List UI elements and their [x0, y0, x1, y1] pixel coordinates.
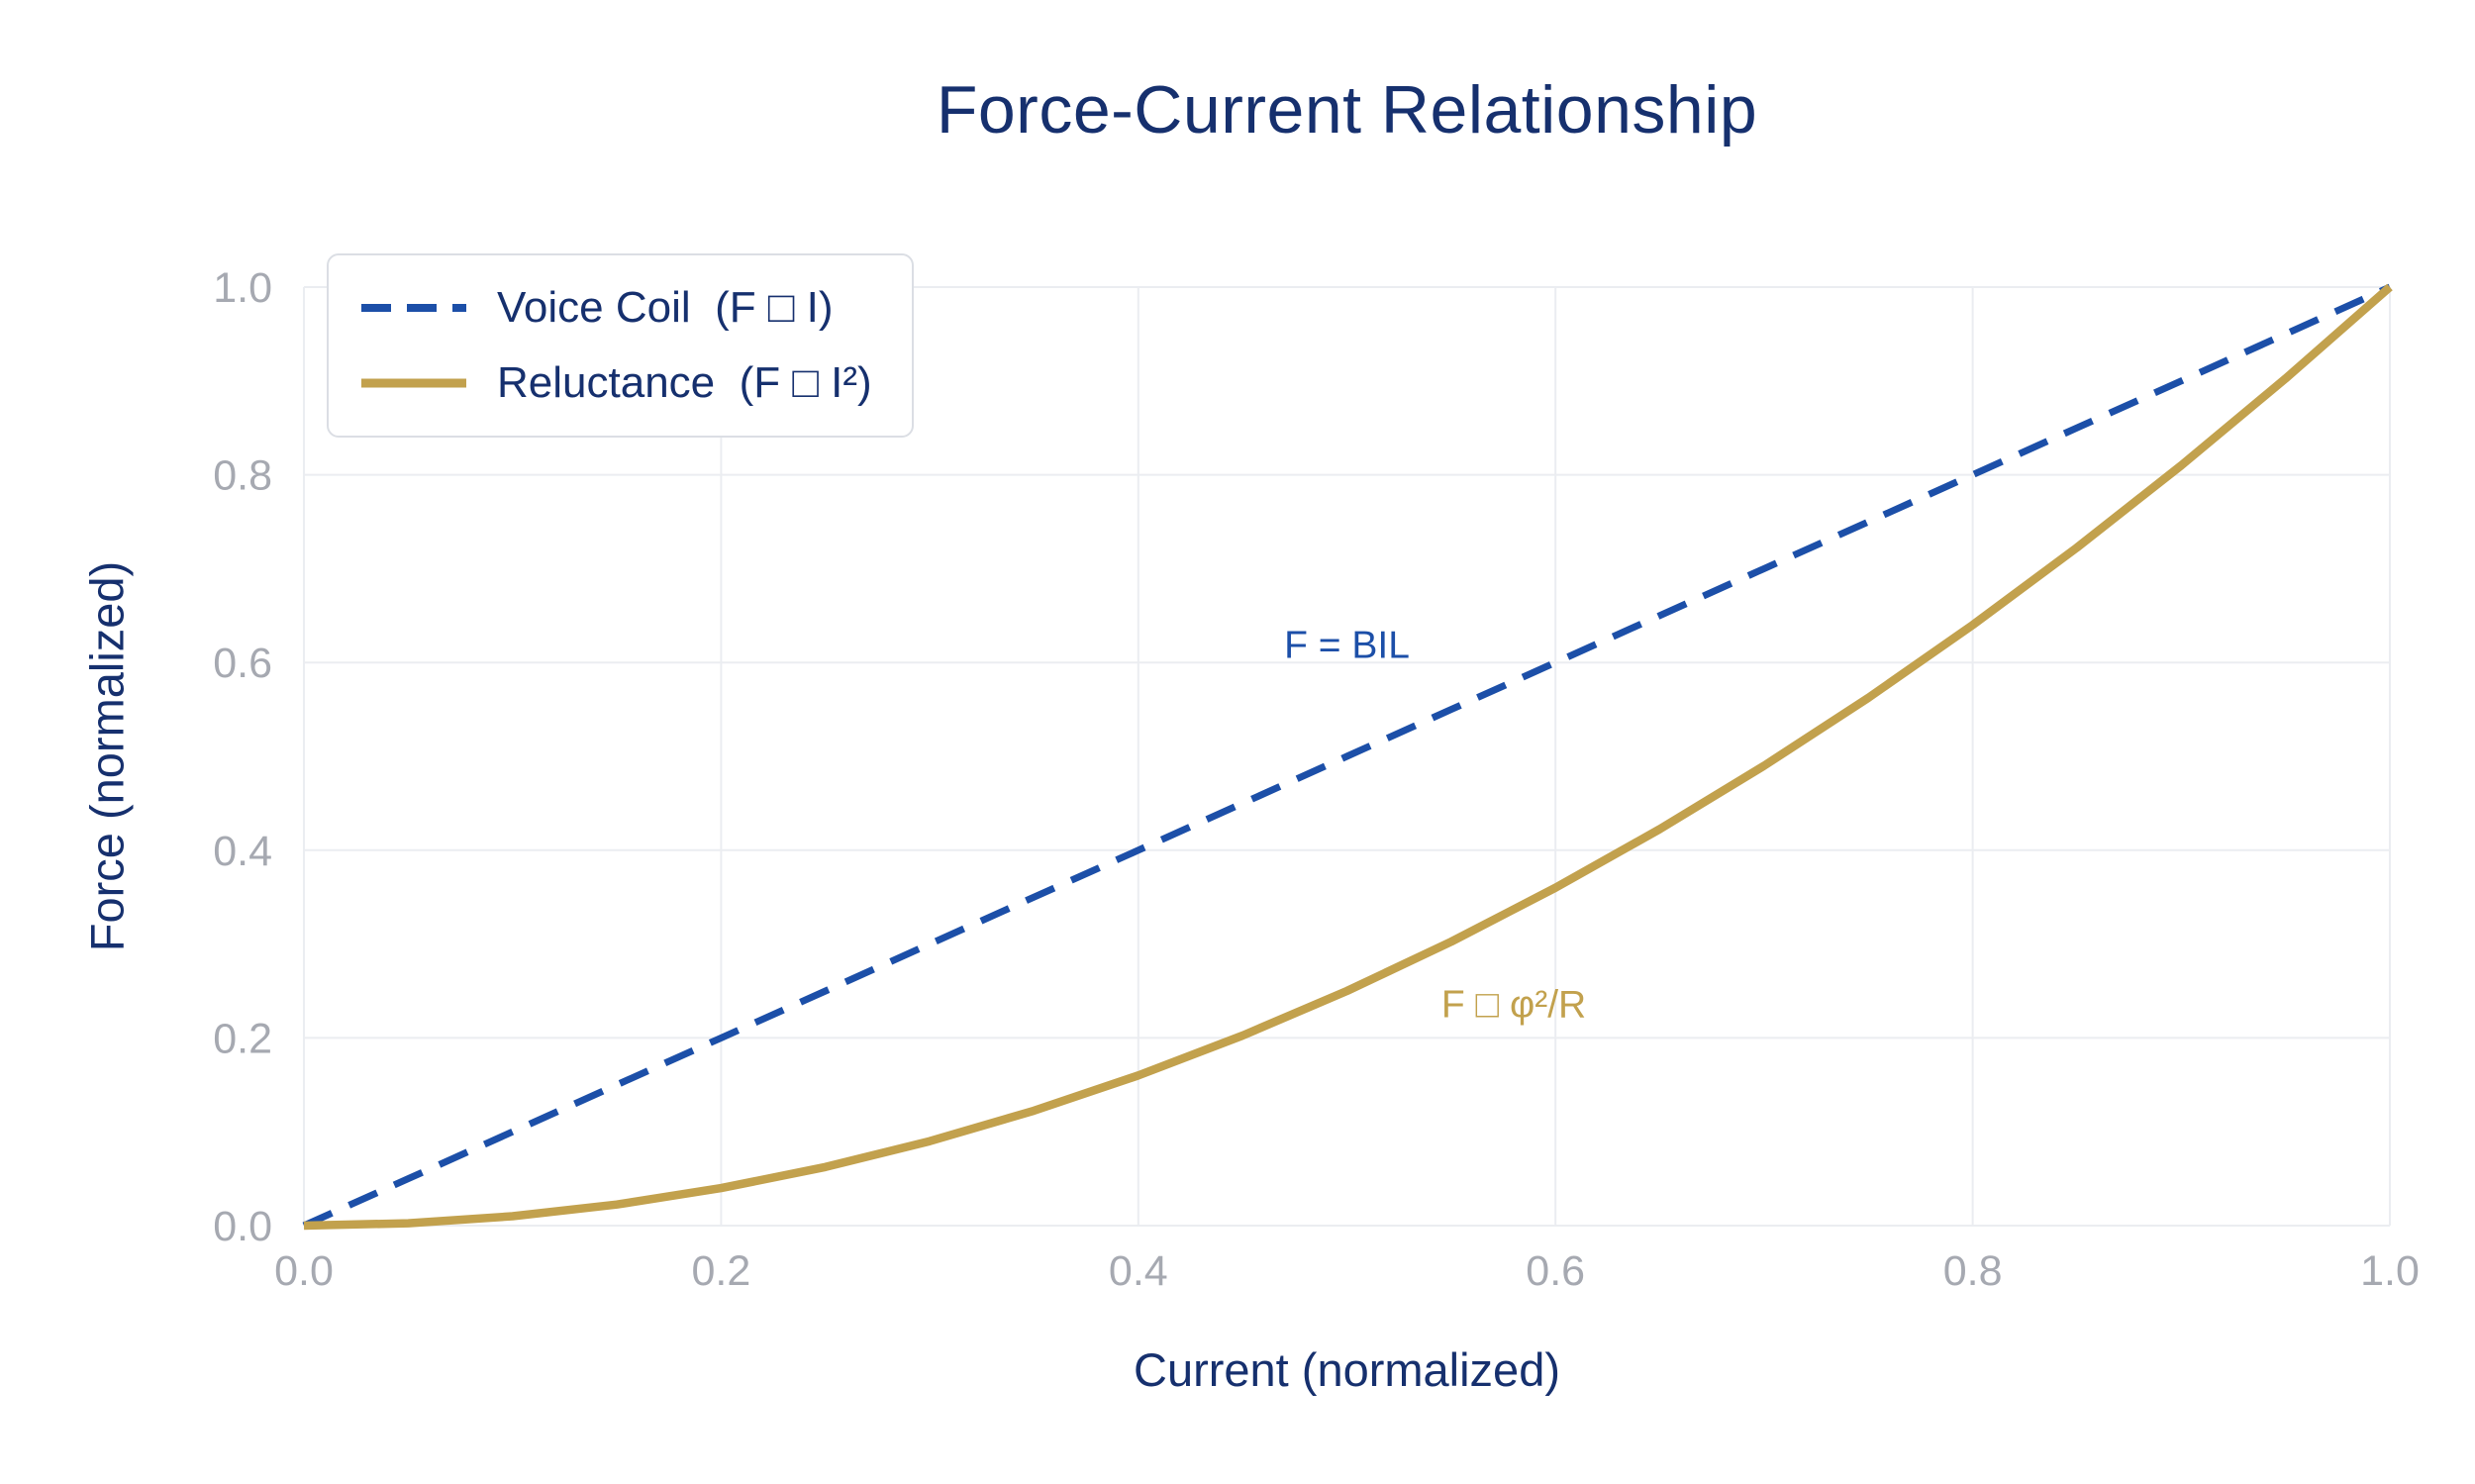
x-tick-label: 1.0 [2360, 1247, 2420, 1295]
y-axis-title: Force (normalized) [80, 560, 134, 952]
y-tick-label: 0.6 [213, 640, 272, 687]
legend-item-reluctance: Reluctance (F □ I²) [358, 358, 872, 408]
y-tick-label: 0.8 [213, 452, 272, 500]
x-tick-label: 0.2 [692, 1247, 751, 1295]
dashed-line-sample [361, 304, 466, 312]
series-line-0 [302, 283, 2392, 1230]
legend-label-voice-coil: Voice Coil (F □ I) [497, 283, 834, 332]
y-tick-label: 0.0 [213, 1203, 272, 1250]
annotation-0: F = BIL [1284, 624, 1410, 666]
y-tick-label: 1.0 [213, 264, 272, 312]
solid-line-sample [361, 378, 466, 388]
chart-title: Force-Current Relationship [936, 72, 1758, 148]
y-tick-label: 0.2 [213, 1015, 272, 1062]
x-tick-label: 0.6 [1526, 1247, 1585, 1295]
y-tick-label: 0.4 [213, 828, 272, 875]
x-tick-label: 0.0 [274, 1247, 334, 1295]
legend: Voice Coil (F □ I) Reluctance (F □ I²) [327, 253, 914, 438]
x-axis-title: Current (normalized) [1134, 1343, 1560, 1396]
legend-label-reluctance: Reluctance (F □ I²) [497, 358, 872, 407]
series-line-1 [303, 283, 2393, 1231]
annotation-1: F □ φ²/R [1441, 984, 1586, 1027]
x-tick-label: 0.4 [1109, 1247, 1168, 1295]
legend-item-voice-coil: Voice Coil (F □ I) [358, 283, 872, 333]
x-tick-label: 0.8 [1943, 1247, 2003, 1295]
